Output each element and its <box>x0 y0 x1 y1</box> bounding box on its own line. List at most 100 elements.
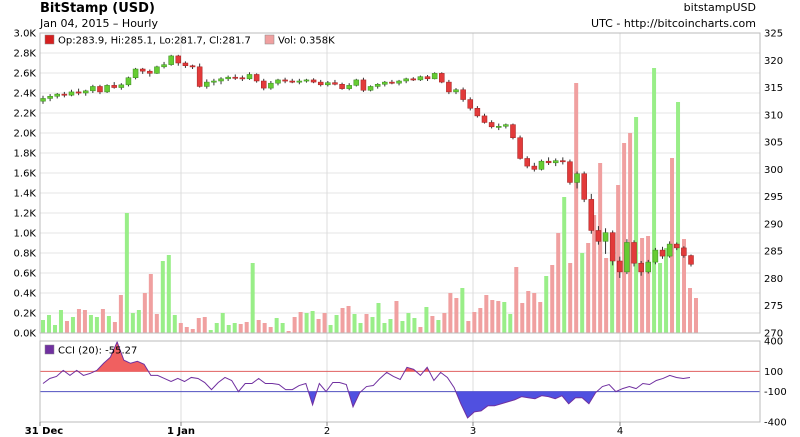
price-tick-label: 280 <box>764 274 783 285</box>
volume-bar <box>142 293 147 333</box>
axes: 0.0K 0.2K 0.4K 0.6K 0.8K 1.0K 1.2K 1.4K 1.6K 1.8K… <box>14 29 787 437</box>
volume-tick-label: 1.2K <box>14 209 37 220</box>
candle-body <box>503 124 509 127</box>
candle-body <box>439 73 445 83</box>
volume-bar <box>208 330 213 333</box>
volume-legend-swatch <box>264 34 275 45</box>
volume-bar <box>76 309 81 333</box>
volume-bar <box>400 321 405 333</box>
x-tick-label: 4 <box>617 426 623 437</box>
volume-bar <box>190 329 195 333</box>
candle-body <box>139 68 146 72</box>
volume-bar <box>244 322 249 333</box>
volume-bar <box>430 316 435 333</box>
volume-bar <box>118 295 123 333</box>
volume-bar <box>484 295 489 333</box>
candle-body <box>424 76 431 80</box>
candle-body <box>495 126 502 128</box>
volume-bar <box>172 315 177 333</box>
volume-bar <box>310 311 315 333</box>
volume-bar <box>622 143 627 333</box>
candle-body <box>403 78 409 82</box>
candle-body <box>602 232 609 242</box>
price-tick-label: 275 <box>764 301 783 312</box>
volume-bar <box>394 301 399 333</box>
volume-bar <box>328 325 333 333</box>
candle-body <box>303 79 310 82</box>
chart-subtitle: Jan 04, 2015 – Hourly <box>40 17 158 30</box>
cci-tick-label: -400 <box>764 418 787 429</box>
cci-line <box>42 340 691 419</box>
candle-body <box>310 79 317 83</box>
candle-body <box>339 84 345 89</box>
volume-bar <box>148 274 153 333</box>
candle-body <box>47 96 53 99</box>
grid <box>39 32 760 422</box>
volume-tick-label: 1.6K <box>14 169 37 180</box>
volume-bar <box>502 302 507 333</box>
candle-body <box>189 65 196 68</box>
volume-bar <box>226 325 231 333</box>
cci-panel-frame <box>39 340 761 423</box>
volume-bar <box>658 263 663 333</box>
candle-body <box>246 74 253 80</box>
cci-tick-label: 100 <box>764 367 783 378</box>
candle-body <box>175 55 182 64</box>
volume-bar <box>514 267 519 333</box>
volume-bar <box>574 83 579 333</box>
candle-body <box>431 73 438 80</box>
legend: Op:283.9, Hi:285.1, Lo:281.7, Cl:281.7 V… <box>44 34 335 357</box>
volume-tick-label: 3.0K <box>14 29 37 40</box>
candle-body <box>360 79 367 91</box>
candle-body <box>674 243 680 249</box>
volume-bar <box>214 323 219 333</box>
volume-bar <box>94 317 99 333</box>
price-panel-frame <box>39 32 761 334</box>
volume-bar <box>568 263 573 333</box>
volume-bar <box>376 303 381 333</box>
candle-body <box>560 160 566 163</box>
candle-body <box>275 79 281 84</box>
volume-bar <box>490 300 495 333</box>
price-tick-label: 285 <box>764 247 783 258</box>
volume-bar <box>100 309 105 333</box>
volume-bar <box>124 213 129 333</box>
volume-bar <box>274 318 279 333</box>
candle-body <box>382 81 388 85</box>
candle-body <box>467 99 474 109</box>
volume-bar <box>238 324 243 333</box>
volume-bar <box>406 313 411 333</box>
volume-bar <box>508 314 513 333</box>
volume-bar <box>520 303 525 333</box>
volume-tick-label: 0.8K <box>14 249 37 260</box>
candle-body <box>510 124 516 138</box>
volume-bar <box>184 327 189 333</box>
price-tick-label: 320 <box>764 56 783 67</box>
volume-bar <box>292 317 297 333</box>
volume-bar <box>682 239 687 333</box>
volume-bar <box>316 319 321 333</box>
volume-bar <box>46 315 51 333</box>
volume-tick-label: 1.4K <box>14 189 37 200</box>
volume-bar <box>424 307 429 333</box>
cci-legend-text: CCI (20): -55.27 <box>58 346 137 357</box>
candle-body <box>367 86 374 91</box>
price-tick-label: 300 <box>764 165 783 176</box>
volume-bar <box>598 163 603 333</box>
volume-bar <box>496 301 501 333</box>
candle-body <box>154 66 160 74</box>
volume-tick-label: 2.0K <box>14 129 37 140</box>
volume-bar <box>370 317 375 333</box>
volume-bar <box>646 236 651 333</box>
volume-bar <box>286 331 291 333</box>
candle-body <box>296 80 303 83</box>
candle-body <box>410 78 417 81</box>
volume-bar <box>358 323 363 333</box>
volume-bar <box>364 314 369 333</box>
volume-tick-label: 2.6K <box>14 69 37 80</box>
volume-bar <box>532 293 537 333</box>
volume-bar <box>388 319 393 333</box>
cci-legend-swatch <box>44 344 55 355</box>
volume-bar <box>610 252 615 333</box>
candle-body <box>211 80 217 83</box>
